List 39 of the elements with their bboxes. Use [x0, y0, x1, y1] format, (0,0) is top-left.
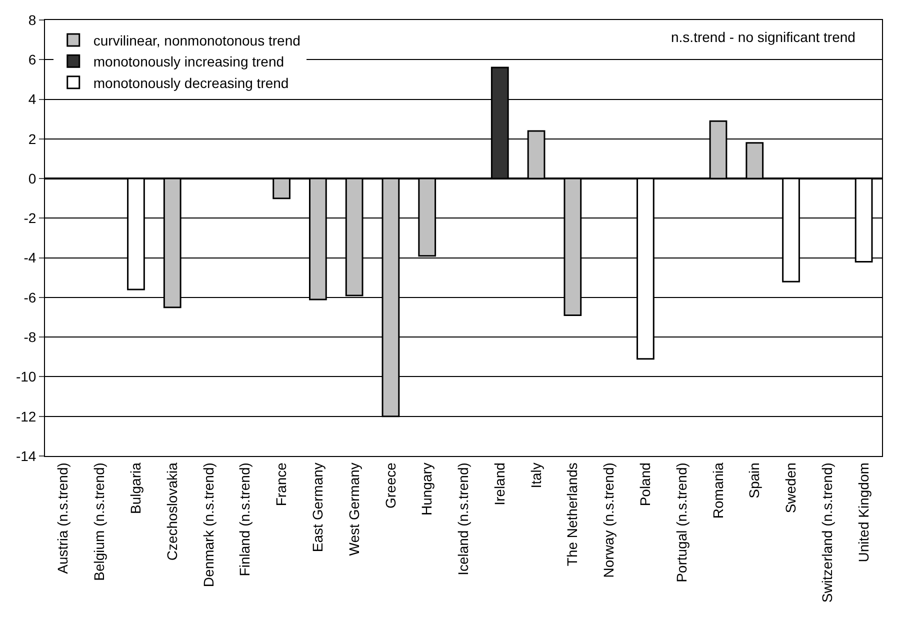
y-tick-label: -6: [24, 289, 36, 306]
y-tick-label: -2: [24, 210, 36, 226]
x-tick-label: Belgium (n.s.trend): [91, 462, 108, 581]
x-tick-label: Portugal (n.s.trend): [673, 462, 690, 582]
x-tick-label: Norway (n.s.trend): [600, 462, 617, 578]
x-tick-label: Sweden: [782, 462, 799, 514]
y-tick-label: -12: [16, 408, 36, 424]
x-tick-label: Greece: [382, 462, 398, 509]
x-tick-label: Iceland (n.s.trend): [455, 462, 472, 576]
x-tick-label: Austria (n.s.trend): [54, 462, 71, 574]
x-tick-label: Romania: [710, 462, 726, 519]
x-tick-label: Ireland: [491, 462, 508, 506]
y-tick-label: -4: [24, 250, 36, 266]
y-tick-label: -8: [24, 328, 36, 345]
x-tick-label: Poland: [637, 462, 654, 506]
x-tick-label: The Netherlands: [564, 462, 580, 566]
y-tick-label: 8: [28, 12, 36, 28]
legend-label: monotonously increasing trend: [93, 54, 284, 70]
x-tick-label: Denmark (n.s.trend): [200, 462, 216, 588]
y-tick-label: 4: [28, 91, 36, 108]
x-tick-label: Spain: [746, 462, 762, 498]
x-tick-label: Hungary: [418, 462, 435, 516]
x-tick-label: West Germany: [346, 462, 362, 556]
legend-label: curvilinear, nonmonotonous trend: [93, 32, 300, 48]
x-tick-label: Finland (n.s.trend): [236, 462, 253, 576]
x-tick-label: United Kingdom: [855, 462, 872, 562]
x-tick-label: Italy: [528, 462, 544, 488]
y-tick-label: 2: [28, 130, 36, 147]
y-tick-label: -10: [16, 368, 36, 385]
y-tick-label: 0: [28, 170, 36, 186]
x-tick-label: Czechoslovakia: [164, 462, 180, 561]
x-tick-label: Switzerland (n.s.trend): [818, 462, 835, 603]
annotation: n.s.trend - no significant trend: [671, 29, 856, 45]
y-tick-label: 6: [28, 52, 36, 68]
legend-label: monotonously decreasing trend: [93, 74, 289, 91]
y-tick-label: -14: [16, 448, 36, 464]
x-tick-label: France: [273, 462, 290, 506]
x-tick-label: East Germany: [309, 462, 326, 552]
x-tick-label: Bulgaria: [128, 462, 144, 514]
